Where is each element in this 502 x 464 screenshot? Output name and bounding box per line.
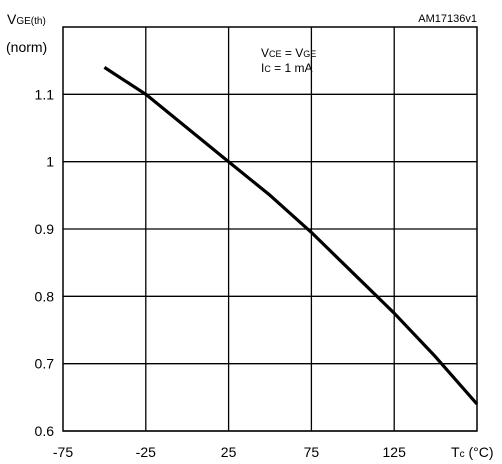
- x-axis-label: Tc (°C): [451, 444, 494, 460]
- x-axis-label-main: T: [451, 444, 460, 460]
- annotation-ic: IC = 1 mA: [261, 61, 313, 75]
- annotation-ic-rest: = 1 mA: [271, 61, 313, 75]
- annotation-ic-s1: C: [264, 64, 271, 74]
- x-tick-label: -25: [136, 444, 156, 460]
- annotation-vce-mid: = V: [282, 46, 304, 60]
- tick-labels: -75 -25 25 75 125 0.6 0.7 0.8 0.9 1 1.1: [35, 86, 407, 460]
- y-tick-label: 0.9: [35, 221, 55, 237]
- annotation-vce-s2: GE: [303, 49, 316, 59]
- y-tick-label: 1: [46, 154, 54, 170]
- y-tick-label: 0.7: [35, 356, 55, 372]
- reference-label: AM17136v1: [418, 13, 477, 25]
- y-axis-label-sub: GE(th): [16, 16, 45, 27]
- x-axis-label-sub: c: [460, 449, 465, 460]
- y-tick-label: 0.8: [35, 288, 55, 304]
- y-axis-label-line2: (norm): [6, 39, 47, 55]
- series-line: [103, 66, 479, 406]
- y-axis-label-main: V: [7, 11, 17, 27]
- annotation-vce: VCE = VGE: [261, 46, 316, 60]
- x-axis-label-unit: (°C): [465, 444, 494, 460]
- x-tick-label: -75: [53, 444, 73, 460]
- series-layer: [103, 66, 479, 406]
- y-axis-label: VGE(th): [7, 11, 46, 27]
- annotation-ic-p1: I: [261, 61, 264, 75]
- y-tick-label: 0.6: [35, 423, 55, 439]
- x-tick-label: 25: [221, 444, 237, 460]
- x-tick-label: 125: [383, 444, 407, 460]
- grid: [63, 27, 477, 432]
- x-tick-label: 75: [304, 444, 320, 460]
- plot-frame: [62, 26, 478, 432]
- annotation-vce-s1: CE: [269, 49, 282, 59]
- y-tick-label: 1.1: [35, 86, 55, 102]
- annotation-vce-p1: V: [261, 46, 269, 60]
